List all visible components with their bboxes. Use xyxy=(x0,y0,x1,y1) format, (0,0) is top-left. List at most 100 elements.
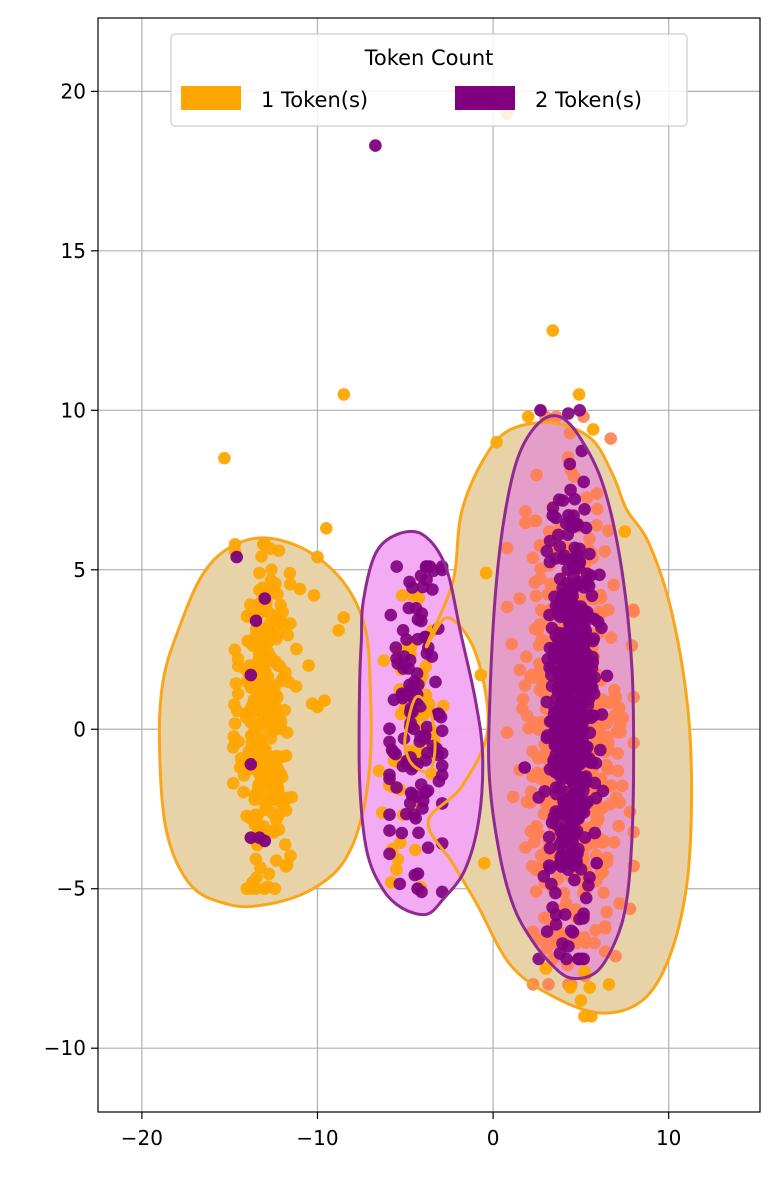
point-1-token xyxy=(268,882,282,895)
contour-line-1-token xyxy=(424,421,694,1015)
point-1-token xyxy=(246,876,259,889)
point-1-token xyxy=(527,671,541,684)
y-tick-label: 0 xyxy=(73,717,86,741)
point-2-token xyxy=(411,613,425,626)
point-2-token xyxy=(545,621,559,635)
point-1-token xyxy=(596,836,609,849)
point-1-token xyxy=(337,611,351,624)
point-2-token xyxy=(412,826,425,840)
point-1-token xyxy=(612,819,625,833)
point-1-token xyxy=(230,704,244,718)
point-1-token xyxy=(533,683,547,697)
point-2-token xyxy=(553,858,566,871)
point-2-token xyxy=(564,483,577,497)
point-1-token xyxy=(500,600,514,614)
point-1-token xyxy=(284,849,297,862)
point-1-token xyxy=(513,663,527,677)
point-2-token xyxy=(540,544,554,558)
point-1-token xyxy=(572,388,586,401)
point-1-token xyxy=(273,660,287,673)
point-1-token xyxy=(265,563,278,576)
point-1-token xyxy=(277,750,291,763)
point-1-token xyxy=(320,522,333,535)
point-1-token xyxy=(597,886,610,899)
point-1-token xyxy=(564,981,577,994)
point-2-token xyxy=(577,806,591,819)
point-2-token xyxy=(578,503,591,516)
y-tick-label: −5 xyxy=(57,877,86,901)
point-1-token xyxy=(520,795,534,809)
point-2-token xyxy=(573,404,586,417)
point-1-token xyxy=(283,577,297,591)
point-2-token xyxy=(577,784,590,797)
point-2-token xyxy=(594,743,607,757)
point-1-token xyxy=(278,703,292,717)
point-1-token xyxy=(307,589,321,602)
point-2-token xyxy=(556,675,570,688)
point-1-token xyxy=(604,631,618,644)
point-2-token xyxy=(577,475,590,489)
point-2-token xyxy=(560,710,574,723)
point-2-token xyxy=(419,560,433,573)
point-1-token xyxy=(278,838,292,851)
point-1-token xyxy=(516,692,530,706)
point-2-token xyxy=(435,724,449,738)
point-2-token xyxy=(400,633,413,646)
point-2-token xyxy=(258,834,272,848)
point-1-token xyxy=(253,566,266,580)
point-2-token xyxy=(432,707,445,720)
point-2-token xyxy=(543,608,556,622)
point-1-token xyxy=(412,591,426,605)
point-1-token xyxy=(557,886,571,900)
point-1-token xyxy=(264,732,278,745)
point-1-token xyxy=(265,628,279,641)
point-2-token xyxy=(567,643,580,656)
point-1-token xyxy=(260,682,274,696)
point-1-token xyxy=(264,618,278,632)
contour-line-2-token xyxy=(357,530,485,917)
point-1-token xyxy=(598,545,612,558)
point-2-token xyxy=(574,863,588,876)
point-1-token xyxy=(618,525,632,538)
point-2-token xyxy=(540,925,554,938)
point-1-token xyxy=(262,867,276,881)
point-1-token xyxy=(500,541,514,555)
point-1-token xyxy=(532,622,545,635)
point-1-token xyxy=(529,514,543,528)
point-1-token xyxy=(249,852,263,866)
point-1-token xyxy=(276,799,290,812)
point-1-token xyxy=(520,650,533,663)
point-2-token xyxy=(383,847,396,861)
point-1-token xyxy=(609,690,622,704)
point-1-token xyxy=(578,965,591,978)
point-1-token xyxy=(251,818,265,832)
point-2-token xyxy=(596,784,610,798)
point-1-token xyxy=(281,628,295,642)
point-2-token xyxy=(559,691,572,704)
point-1-token xyxy=(598,920,612,933)
y-tick-label: 20 xyxy=(61,79,86,103)
point-2-token xyxy=(402,601,416,615)
point-1-token xyxy=(218,451,231,465)
point-2-token xyxy=(244,668,258,682)
point-2-token xyxy=(397,650,411,663)
point-1-token xyxy=(390,863,403,876)
point-2-token xyxy=(420,573,433,586)
point-1-token xyxy=(253,749,266,763)
legend-swatch-1-token xyxy=(181,86,241,110)
point-1-token xyxy=(284,617,297,630)
point-2-token xyxy=(562,607,576,621)
contour-line-1-token xyxy=(157,536,373,909)
plot-frame xyxy=(97,17,761,1113)
y-tick-label: 15 xyxy=(61,239,86,263)
point-2-token xyxy=(575,952,588,966)
point-2-token xyxy=(518,761,531,774)
point-1-token xyxy=(289,680,303,693)
point-2-token xyxy=(383,722,396,735)
point-2-token xyxy=(534,404,547,417)
point-1-token xyxy=(226,777,240,790)
point-2-token xyxy=(585,589,599,603)
point-2-token xyxy=(557,771,571,785)
point-1-token xyxy=(531,752,545,765)
